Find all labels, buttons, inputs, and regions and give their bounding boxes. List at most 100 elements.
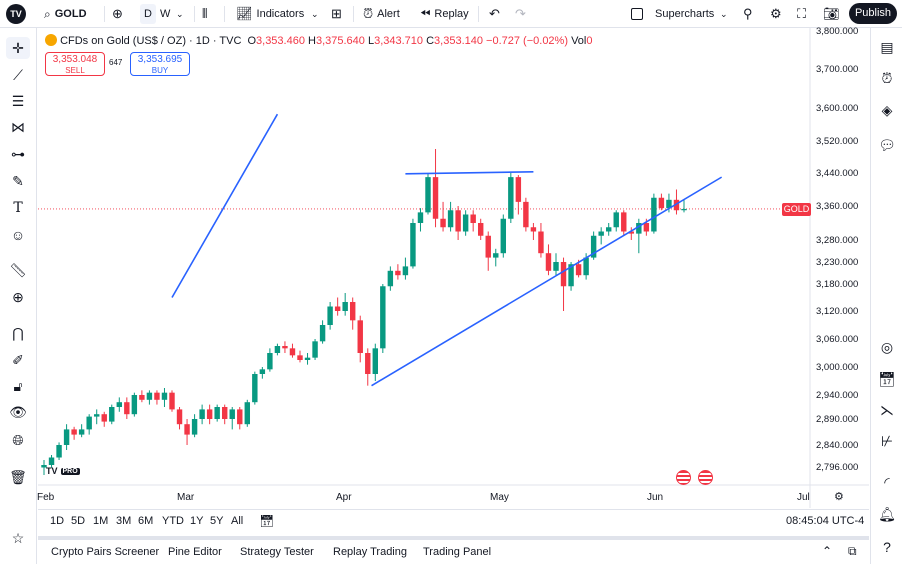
layouts-button[interactable]: ⊞ bbox=[331, 4, 342, 24]
clock[interactable]: 08:45:04 UTC-4 bbox=[786, 515, 865, 527]
quick-search-button[interactable]: ⚲ bbox=[743, 4, 753, 24]
sell-button[interactable]: 3,353.048 SELL bbox=[45, 52, 105, 76]
eye-icon[interactable]: 👁︎ bbox=[9, 404, 27, 420]
magic-search-icon: ⚲ bbox=[743, 6, 753, 21]
trend-line bbox=[171, 113, 279, 298]
candle-body bbox=[267, 353, 273, 370]
divider bbox=[194, 6, 195, 22]
help-icon[interactable]: ? bbox=[883, 539, 891, 555]
timeframe-1m[interactable]: 1M bbox=[93, 515, 109, 527]
layout-name-button[interactable]: Supercharts bbox=[631, 4, 714, 24]
indicators-button[interactable]: 📈︎ Indicators bbox=[236, 4, 304, 24]
candle-body bbox=[477, 223, 484, 236]
us-flag-event-icon[interactable] bbox=[698, 470, 713, 485]
candle-body bbox=[515, 177, 522, 202]
candle-body bbox=[86, 416, 92, 430]
globe-icon[interactable]: 🌐︎ bbox=[12, 432, 24, 448]
candle-body bbox=[146, 392, 153, 400]
buy-button[interactable]: 3,353.695 BUY bbox=[130, 52, 190, 76]
magnet-icon[interactable]: ⋂ bbox=[12, 325, 24, 341]
trash-icon[interactable]: 🗑︎ bbox=[9, 469, 27, 485]
target-icon[interactable]: ◎ bbox=[880, 339, 894, 355]
candle-body bbox=[643, 223, 650, 232]
timeframe-1d[interactable]: 1D bbox=[50, 515, 65, 527]
candle-body bbox=[380, 286, 386, 349]
candle-body bbox=[455, 210, 461, 232]
pattern-icon[interactable]: ⋈ bbox=[11, 119, 25, 135]
ideas-icon[interactable]: ⋋ bbox=[880, 402, 894, 418]
chart-type-button[interactable]: ⫴ bbox=[202, 4, 207, 24]
us-flag-event-icon[interactable] bbox=[676, 470, 691, 485]
redo-button[interactable]: ↷ bbox=[515, 4, 526, 24]
lock-icon[interactable]: 🔓︎ bbox=[13, 378, 23, 394]
layers-icon[interactable]: ◈ bbox=[881, 102, 893, 118]
layout-dropdown[interactable]: ⌄ bbox=[720, 4, 728, 24]
tradingview-logo-icon[interactable]: TV bbox=[6, 4, 26, 24]
snapshot-button[interactable]: 📷︎ bbox=[823, 4, 840, 24]
symbol-search[interactable]: ⌕ GOLD bbox=[44, 4, 87, 24]
lock-drawing-icon[interactable]: ✐ bbox=[12, 352, 24, 368]
buy-label: BUY bbox=[151, 66, 169, 75]
candle-body bbox=[621, 212, 627, 232]
chat-icon[interactable]: 💬︎ bbox=[878, 137, 896, 153]
alert-button[interactable]: ⏰︎ Alert bbox=[363, 4, 400, 24]
interval-d-button[interactable]: D bbox=[140, 4, 156, 24]
maximize-panel-icon[interactable]: ⧉ bbox=[848, 544, 857, 558]
legend-volume: 0 bbox=[586, 35, 593, 47]
calendar-icon[interactable]: 📅︎ bbox=[878, 371, 896, 387]
replay-button[interactable]: ⏪︎ Replay bbox=[420, 4, 469, 24]
collapse-panel-icon[interactable]: ⌃ bbox=[822, 544, 833, 558]
trend-line-icon[interactable]: ⟋ bbox=[13, 67, 23, 83]
candle-body bbox=[575, 264, 582, 276]
settings-button[interactable]: ⚙ bbox=[770, 4, 782, 24]
candle-body bbox=[485, 235, 491, 258]
buy-price: 3,353.695 bbox=[137, 54, 183, 65]
publish-button[interactable]: Publish bbox=[849, 3, 897, 24]
candle-body bbox=[538, 231, 544, 254]
candle-body bbox=[605, 227, 612, 232]
compare-symbol-button[interactable]: ⊕ bbox=[112, 4, 123, 24]
candle-body bbox=[590, 235, 597, 258]
price-axis-label: 3,520.000 bbox=[816, 136, 859, 147]
axis-settings-icon[interactable]: ⚙ bbox=[834, 491, 844, 503]
bottom-tab-replay-trading[interactable]: Replay Trading bbox=[333, 546, 407, 558]
timeframe-5y[interactable]: 5Y bbox=[210, 515, 224, 527]
timeframe-1y[interactable]: 1Y bbox=[190, 515, 204, 527]
watchlist-icon[interactable]: ▤ bbox=[880, 39, 894, 55]
timeframe-6m[interactable]: 6M bbox=[138, 515, 154, 527]
undo-button[interactable]: ↶ bbox=[489, 4, 500, 24]
candle-body bbox=[673, 199, 680, 211]
indicators-dropdown[interactable]: ⌄ bbox=[311, 4, 319, 24]
star-icon[interactable]: ☆ bbox=[11, 530, 25, 546]
fullscreen-button[interactable]: ⛶ bbox=[797, 4, 806, 24]
interval-dropdown[interactable]: ⌄ bbox=[176, 4, 184, 24]
timeframe-3m[interactable]: 3M bbox=[116, 515, 132, 527]
fib-retracement-icon[interactable]: ☰ bbox=[11, 93, 25, 109]
timeframe-all[interactable]: All bbox=[231, 515, 244, 527]
candle-body bbox=[395, 270, 401, 276]
date-range-calendar-icon[interactable]: 📅︎ bbox=[259, 514, 275, 528]
forecasting-icon[interactable]: ⊶ bbox=[11, 146, 25, 162]
text-tool-icon[interactable]: T bbox=[13, 200, 23, 216]
brush-icon[interactable]: ✎ bbox=[12, 173, 24, 189]
bottom-tab-pine-editor[interactable]: Pine Editor bbox=[168, 546, 222, 558]
notification-bell-icon[interactable]: 🔔︎ bbox=[878, 506, 896, 522]
chart-sketch-icon[interactable]: ⊬ bbox=[880, 433, 894, 449]
timeframe-5d[interactable]: 5D bbox=[71, 515, 86, 527]
zoom-in-icon[interactable]: ⊕ bbox=[12, 289, 24, 305]
candle-body bbox=[462, 214, 469, 232]
candle-body bbox=[116, 402, 123, 407]
alerts-clock-icon[interactable]: ⏰︎ bbox=[881, 70, 893, 86]
bottom-tab-crypto-pairs-screener[interactable]: Crypto Pairs Screener bbox=[51, 546, 160, 558]
candle-body bbox=[402, 266, 409, 276]
crosshair-icon[interactable]: ✛ bbox=[6, 37, 30, 59]
broadcast-icon[interactable]: ◜ bbox=[884, 474, 890, 490]
candle-body bbox=[425, 177, 431, 213]
bottom-tab-strategy-tester[interactable]: Strategy Tester bbox=[240, 546, 314, 558]
bottom-tab-trading-panel[interactable]: Trading Panel bbox=[423, 546, 492, 558]
timeframe-ytd[interactable]: YTD bbox=[162, 515, 184, 527]
interval-w-button[interactable]: W bbox=[160, 4, 170, 24]
ruler-icon[interactable]: 📏︎ bbox=[9, 262, 27, 278]
emoji-icon[interactable]: ☺ bbox=[10, 227, 26, 243]
